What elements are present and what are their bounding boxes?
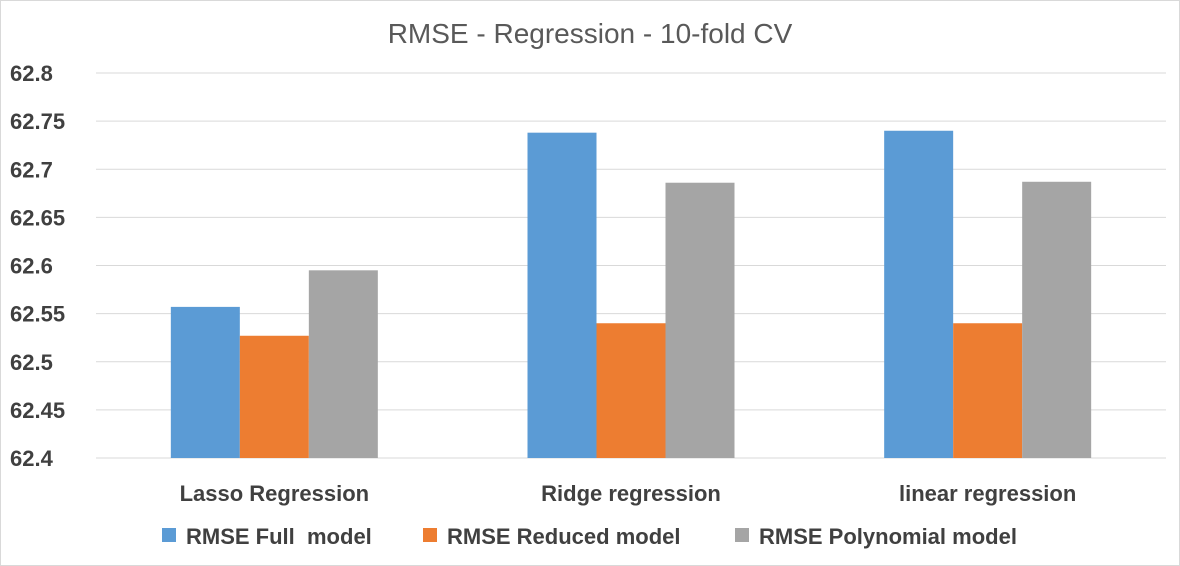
bar-polynomial <box>665 182 735 458</box>
y-tick-label: 62.7 <box>10 157 53 182</box>
y-tick-label: 62.6 <box>10 254 53 279</box>
y-tick-label: 62.45 <box>10 398 65 423</box>
chart-title: RMSE - Regression - 10-fold CV <box>387 18 793 49</box>
y-tick-label: 62.5 <box>10 350 53 375</box>
bar-reduced <box>953 323 1023 458</box>
legend-swatch <box>423 528 437 542</box>
bar-full <box>884 130 954 458</box>
y-tick-label: 62.75 <box>10 109 65 134</box>
legend-swatch <box>735 528 749 542</box>
bar-polynomial <box>308 270 378 458</box>
x-category-label: Ridge regression <box>541 481 721 506</box>
x-category-label: Lasso Regression <box>180 481 370 506</box>
x-category-label: linear regression <box>899 481 1076 506</box>
bar-reduced <box>596 323 666 458</box>
y-tick-label: 62.55 <box>10 302 65 327</box>
legend-label: RMSE Reduced model <box>447 524 680 549</box>
bar-full <box>527 132 597 459</box>
y-tick-label: 62.8 <box>10 61 53 86</box>
legend-label: RMSE Polynomial model <box>759 524 1017 549</box>
legend-swatch <box>162 528 176 542</box>
bar-reduced <box>239 335 309 458</box>
bar-polynomial <box>1022 181 1092 458</box>
bar-full <box>170 306 240 458</box>
y-tick-label: 62.4 <box>10 446 54 471</box>
y-tick-label: 62.65 <box>10 205 65 230</box>
legend-label: RMSE Full model <box>186 524 372 549</box>
